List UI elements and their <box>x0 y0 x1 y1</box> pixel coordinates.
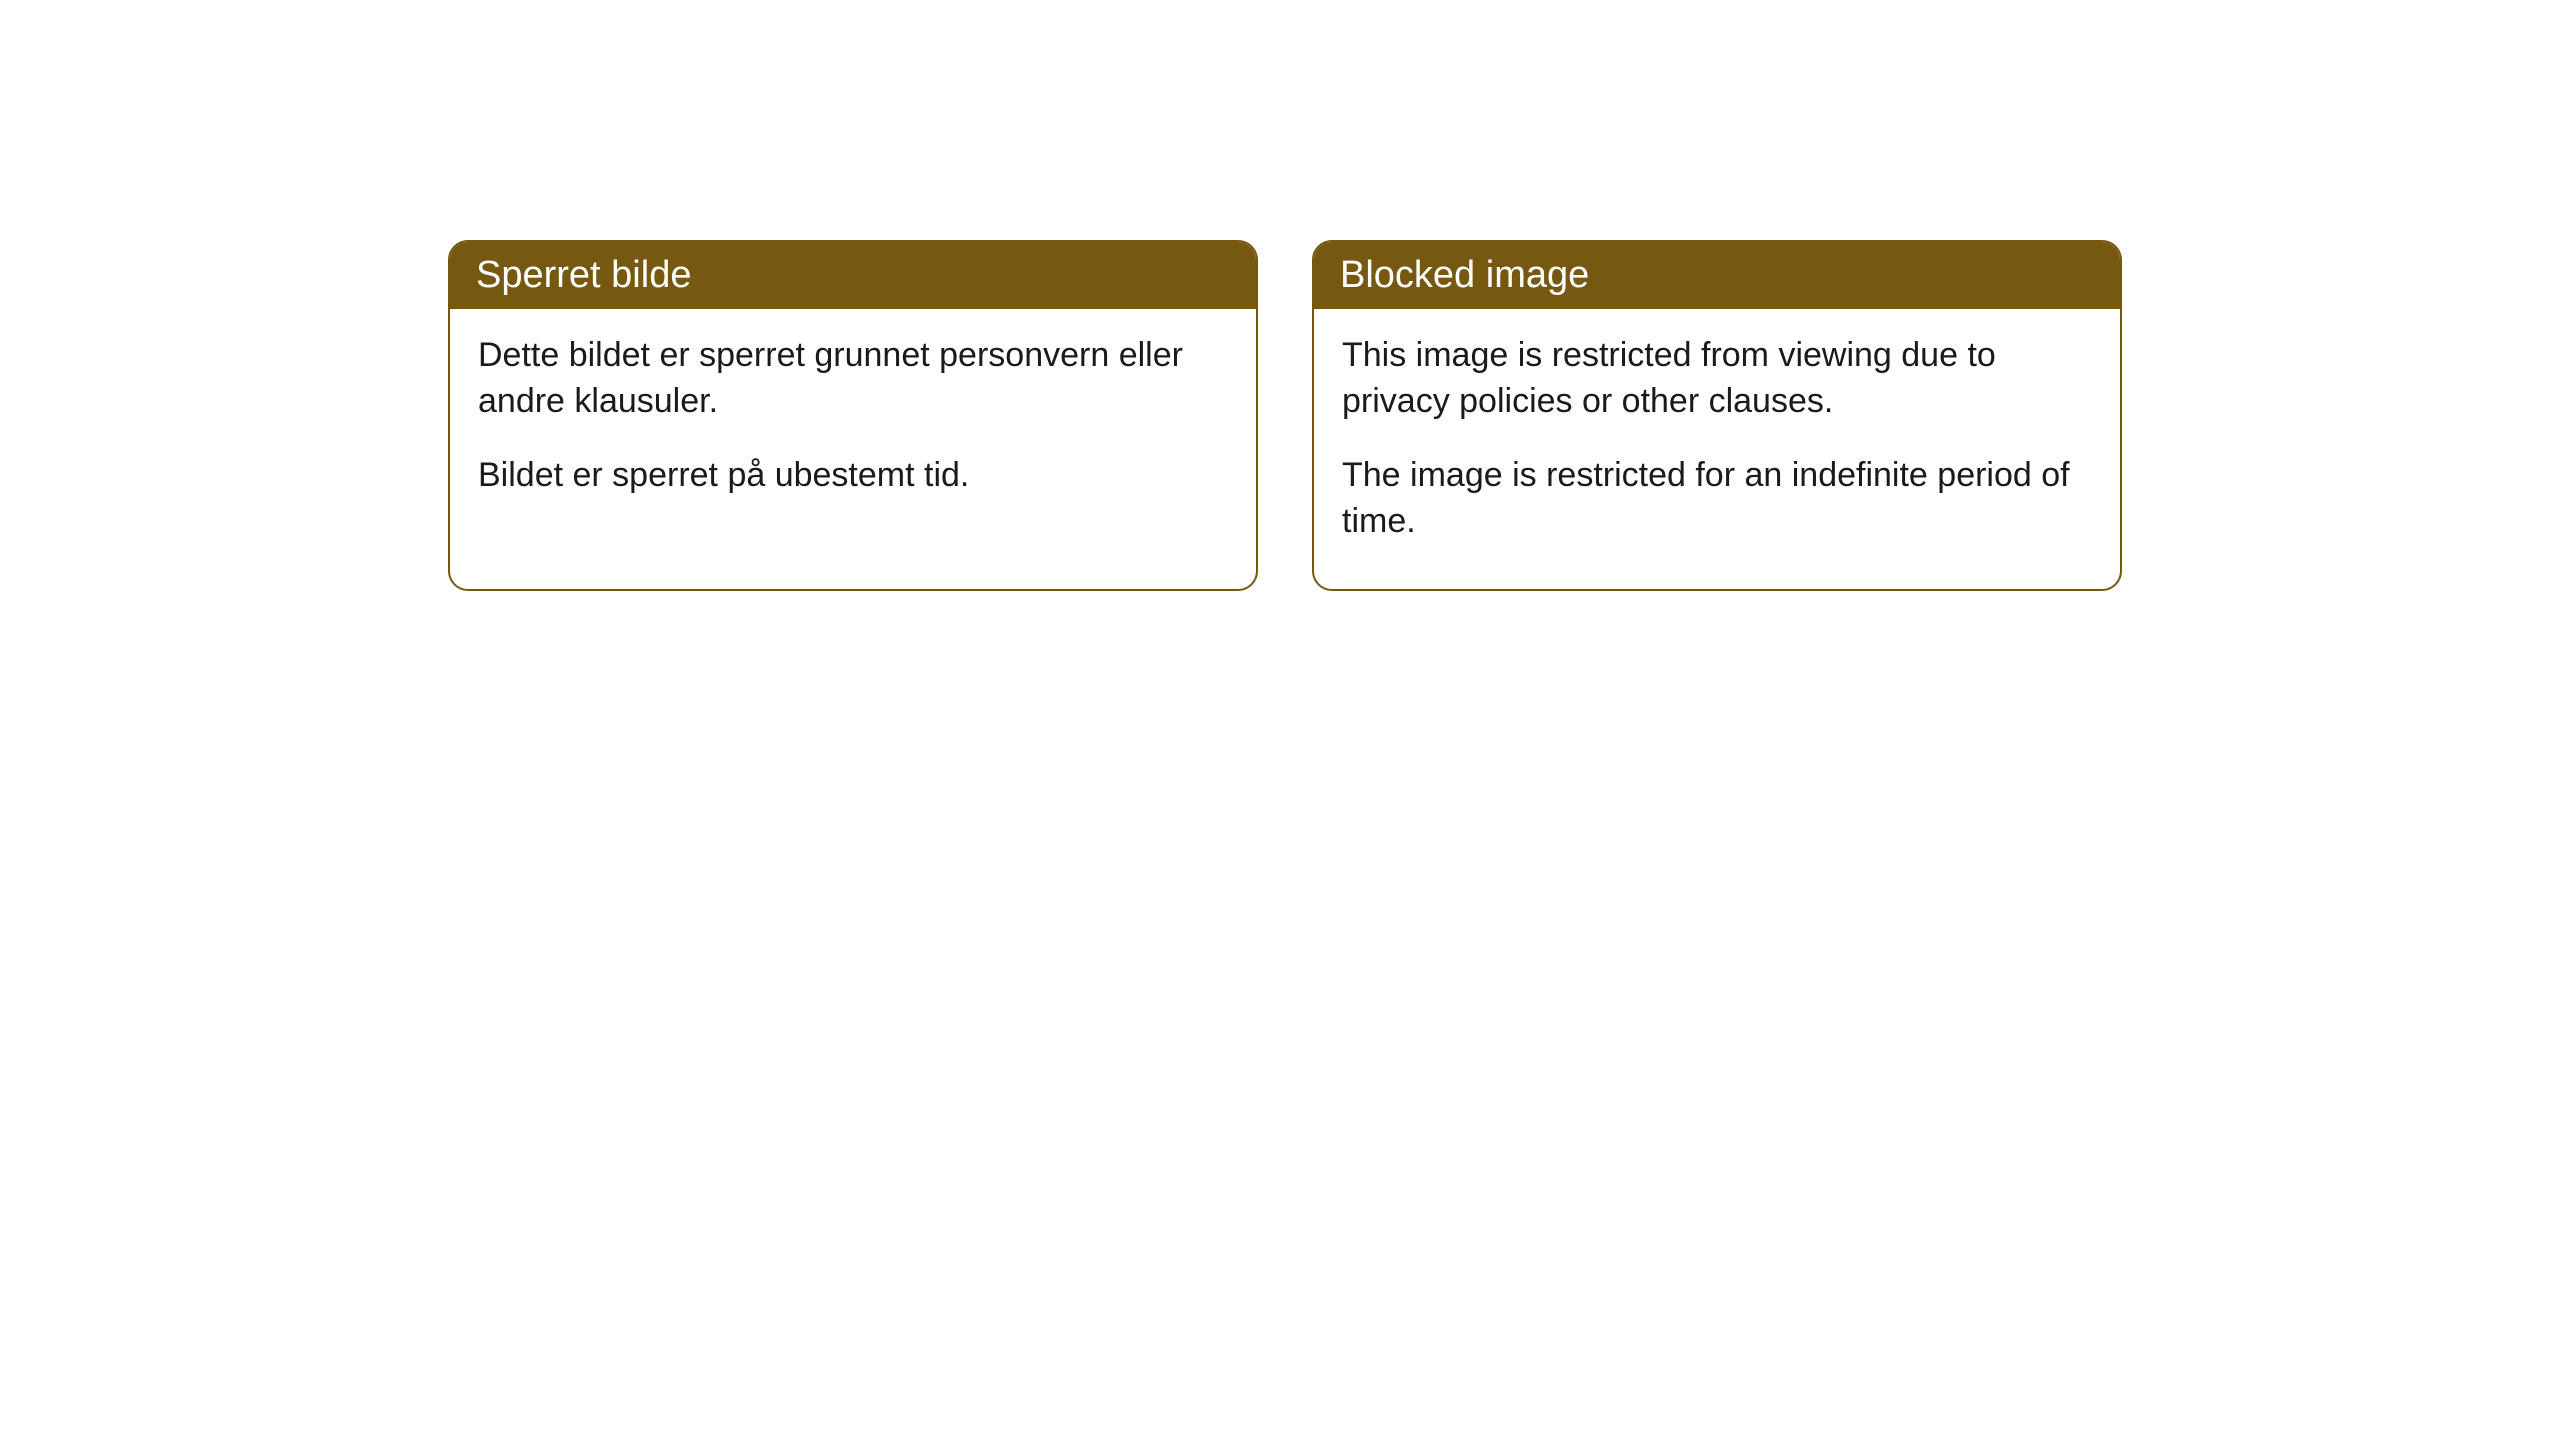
card-body: Dette bildet er sperret grunnet personve… <box>450 309 1256 543</box>
blocked-image-card-norwegian: Sperret bilde Dette bildet er sperret gr… <box>448 240 1258 591</box>
card-body: This image is restricted from viewing du… <box>1314 309 2120 589</box>
card-paragraph: Dette bildet er sperret grunnet personve… <box>478 333 1228 425</box>
card-title: Sperret bilde <box>476 254 691 296</box>
card-header: Sperret bilde <box>450 242 1256 309</box>
card-paragraph: Bildet er sperret på ubestemt tid. <box>478 453 1228 499</box>
notice-cards-container: Sperret bilde Dette bildet er sperret gr… <box>0 0 2560 591</box>
card-paragraph: The image is restricted for an indefinit… <box>1342 453 2092 545</box>
card-header: Blocked image <box>1314 242 2120 309</box>
card-title: Blocked image <box>1340 254 1589 296</box>
blocked-image-card-english: Blocked image This image is restricted f… <box>1312 240 2122 591</box>
card-paragraph: This image is restricted from viewing du… <box>1342 333 2092 425</box>
